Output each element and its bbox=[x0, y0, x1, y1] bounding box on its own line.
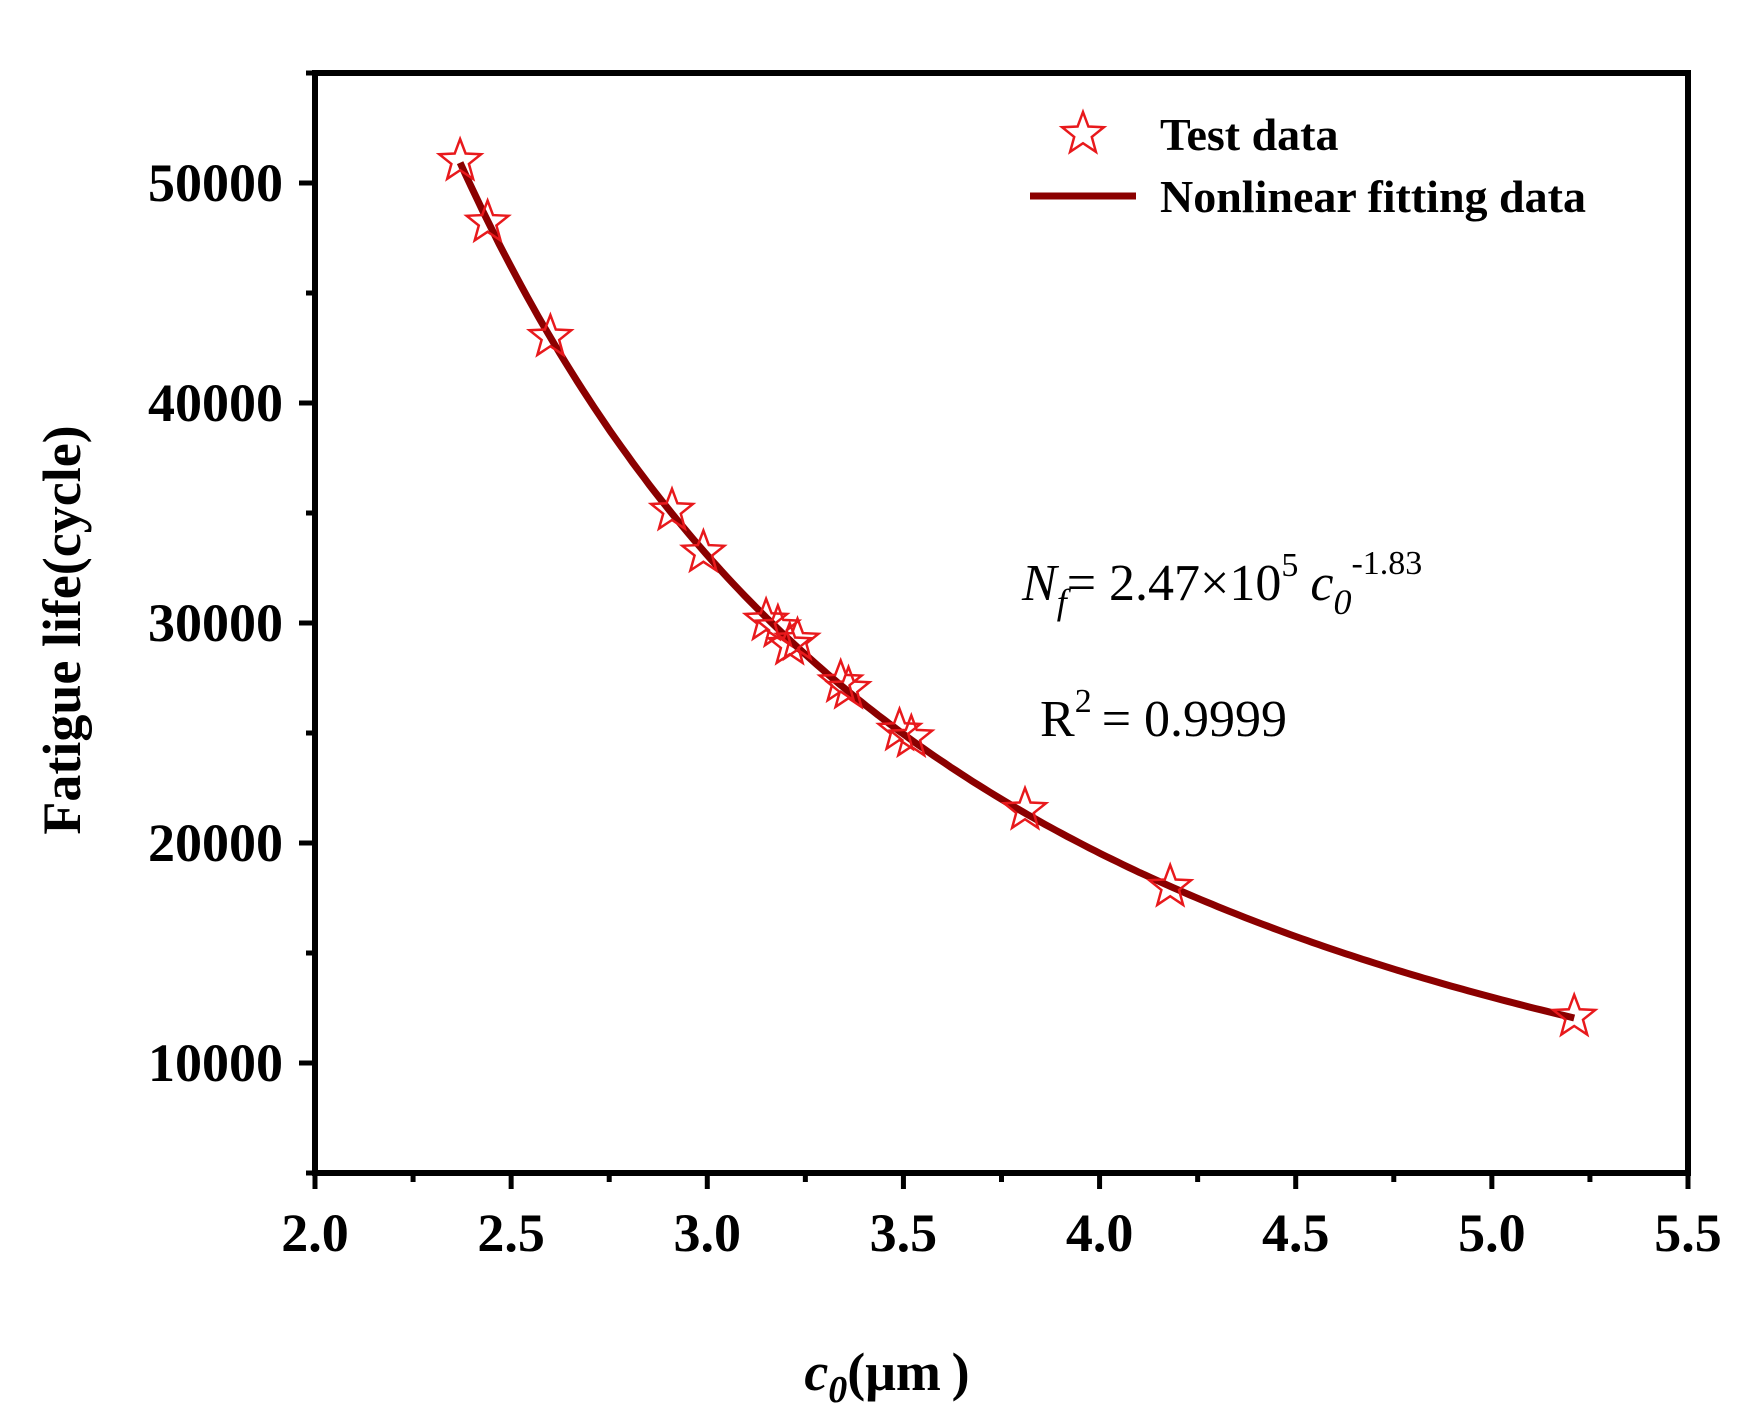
x-tick-label: 5.0 bbox=[1458, 1203, 1526, 1263]
y-tick-label: 50000 bbox=[148, 153, 283, 213]
fit-curve bbox=[456, 161, 1576, 1022]
legend-label-test-data: Test data bbox=[1160, 109, 1339, 160]
test-data-point bbox=[463, 197, 512, 244]
test-data-point bbox=[824, 663, 873, 710]
fit-equation: Nf= 2.47×105 c0-1.83 bbox=[1021, 545, 1422, 622]
test-data-points bbox=[435, 135, 1599, 1038]
y-tick-label: 10000 bbox=[148, 1033, 283, 1093]
fit-curve-layer bbox=[456, 161, 1576, 1022]
x-tick-label: 4.5 bbox=[1262, 1203, 1330, 1263]
x-tick-label: 4.0 bbox=[1066, 1203, 1134, 1263]
test-data-point bbox=[526, 311, 575, 358]
x-tick-label: 2.5 bbox=[477, 1203, 545, 1263]
x-tick-label: 2.0 bbox=[281, 1203, 349, 1263]
x-tick-label: 5.5 bbox=[1654, 1203, 1722, 1263]
x-axis-var-sub: 0 bbox=[828, 1369, 847, 1411]
y-tick-label: 30000 bbox=[148, 593, 283, 653]
x-axis-units: (μm ) bbox=[847, 1342, 969, 1402]
legend: Test data Nonlinear fitting data bbox=[1030, 108, 1586, 222]
test-data-point bbox=[435, 135, 485, 182]
test-data-point bbox=[1000, 784, 1050, 831]
y-axis-title: Fatigue life(cycle) bbox=[32, 425, 92, 834]
legend-label-fit: Nonlinear fitting data bbox=[1160, 171, 1586, 222]
test-data-point bbox=[1145, 861, 1195, 908]
legend-star-shape bbox=[1058, 108, 1108, 155]
y-tick-label: 20000 bbox=[148, 813, 283, 873]
y-tick-label: 40000 bbox=[148, 373, 283, 433]
x-axis-var: c bbox=[804, 1342, 828, 1402]
axes: 2.0 2.5 3.0 3.5 4.0 4.5 5.0 5.5 10000 20000 30000 4… bbox=[148, 70, 1722, 1263]
test-data-point bbox=[1549, 991, 1599, 1038]
x-tick-label: 3.0 bbox=[674, 1203, 742, 1263]
legend-star-marker bbox=[1058, 108, 1108, 155]
x-axis-title: c0(μm ) bbox=[804, 1342, 969, 1411]
plot-frame bbox=[312, 70, 1691, 1176]
test-data-point bbox=[887, 711, 936, 759]
test-data-point bbox=[773, 615, 822, 662]
x-tick-label: 3.5 bbox=[870, 1203, 938, 1263]
test-data-point bbox=[679, 527, 728, 574]
test-data-point bbox=[647, 485, 697, 532]
r-squared: R2 = 0.9999 bbox=[1040, 683, 1287, 748]
